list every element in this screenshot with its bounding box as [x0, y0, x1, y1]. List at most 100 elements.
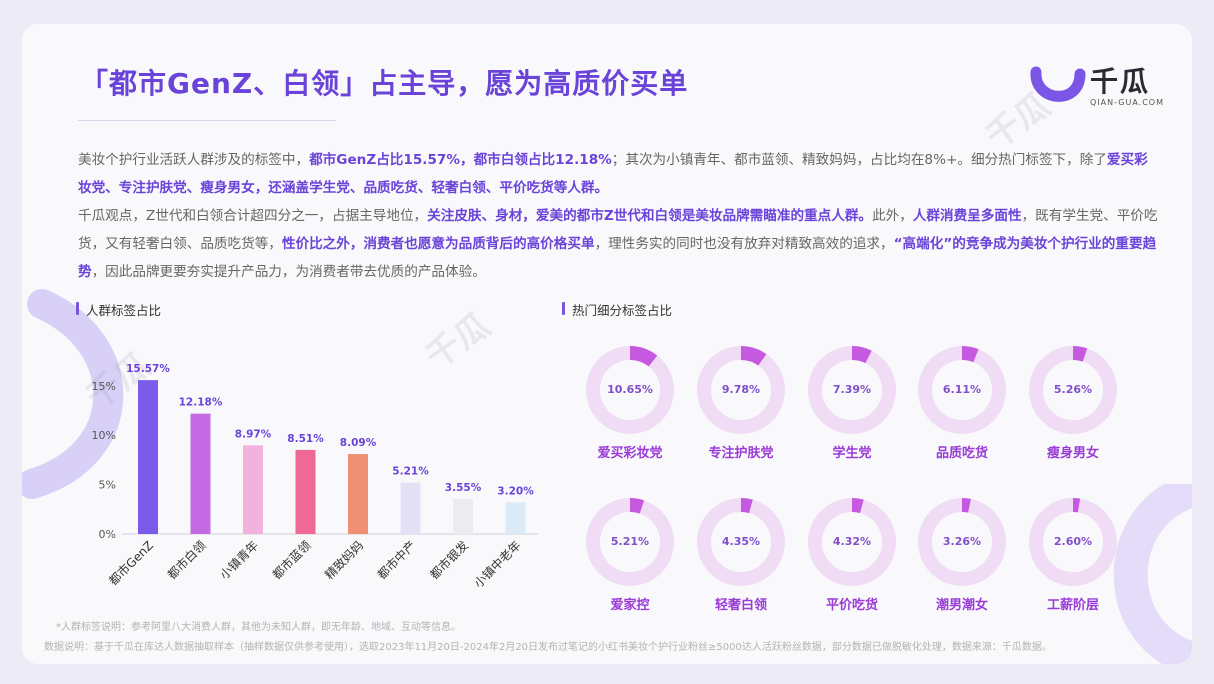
bar-value-label: 5.21% [392, 466, 429, 478]
donut-segment [918, 498, 1006, 586]
donut-value: 3.26% [942, 535, 982, 548]
highlight-text: 都市GenZ占比15.57%，都市白领占比12.18% [309, 152, 612, 168]
category-label: 小镇青年 [217, 538, 261, 582]
donut-ring [586, 498, 674, 586]
donut-label: 轻奢白领 [714, 598, 767, 613]
category-label: 都市中产 [374, 538, 419, 583]
donut-item: 10.65% 爱买彩妆党 [570, 342, 690, 462]
category-label: 精致妈妈 [322, 538, 366, 582]
donut-value: 4.35% [721, 535, 761, 548]
bar [453, 498, 473, 534]
y-tick-label: 0% [99, 528, 116, 541]
donut-label: 专注护肤党 [708, 446, 774, 461]
donut-value: 5.21% [610, 535, 650, 548]
paragraph-summary: 美妆个护行业活跃人群涉及的标签中，都市GenZ占比15.57%，都市白领占比12… [78, 146, 1158, 202]
donut-label: 品质吃货 [935, 446, 988, 461]
donut-item: 4.32% 平价吃货 [792, 494, 912, 614]
bar [400, 482, 421, 534]
donut-segment [697, 498, 785, 586]
donut-value: 7.39% [832, 383, 872, 396]
bar-value-label: 12.18% [179, 397, 223, 409]
donut-ring [918, 498, 1006, 586]
category-label: 都市银发 [427, 538, 472, 583]
y-tick-label: 10% [92, 429, 116, 442]
donut-label: 爱买彩妆党 [597, 446, 663, 461]
bar-value-label: 8.09% [340, 437, 377, 449]
donut-segment [808, 498, 896, 586]
bar-value-label: 3.20% [497, 485, 534, 497]
donut-label: 工薪阶层 [1046, 598, 1099, 613]
highlight-text: 性价比之外，消费者也愿意为品质背后的高价格买单 [281, 236, 595, 252]
y-tick-label: 5% [99, 479, 116, 492]
bar [243, 445, 263, 534]
donut-item: 5.21% 爱家控 [570, 494, 690, 614]
donut-item: 2.60% 工薪阶层 [1013, 494, 1133, 614]
donut-ring [1029, 346, 1117, 434]
donut-value: 6.11% [942, 383, 982, 396]
donut-segment [586, 346, 674, 434]
body-text: 此外， [872, 208, 913, 224]
body-text: ，既有学生党、平价吃货，又有轻奢白领、品质吃货等， [78, 208, 1158, 252]
description-text: 美妆个护行业活跃人群涉及的标签中，都市GenZ占比15.57%，都市白领占比12… [78, 146, 1158, 286]
donut-segment [697, 346, 785, 434]
donut-item: 4.35% 轻奢白领 [681, 494, 801, 614]
paragraph-insight: 千瓜观点，Z世代和白领合计超四分之一，占据主导地位，关注皮肤、身材，爱美的都市Z… [78, 202, 1158, 286]
donut-ring [1029, 498, 1117, 586]
decorative-swoosh-left [22, 289, 124, 499]
donut-ring [808, 346, 896, 434]
bar [138, 380, 158, 534]
donut-item: 6.11% 品质吃货 [902, 342, 1022, 462]
body-text: ；其次为小镇青年、都市蓝领、精致妈妈，占比均在8%+。细分热门标签下，除了 [611, 152, 1107, 168]
donut-label: 潮男潮女 [935, 598, 988, 613]
body-text: ，因此品牌更要夯实提升产品力，为消费者带去优质的产品体验。 [91, 264, 486, 280]
donut-value: 9.78% [721, 383, 761, 396]
donut-item: 9.78% 专注护肤党 [681, 342, 801, 462]
bar [505, 502, 526, 534]
bar [295, 449, 316, 534]
donut-ring [697, 498, 785, 586]
highlight-text: 人群消费呈多面性 [912, 208, 1022, 224]
donut-ring [586, 346, 674, 434]
highlight-text: 爱买彩妆党、专注护肤党、瘦身男女，还涵盖学生党、品质吃货、轻奢白领、平价吃货等人… [78, 152, 1148, 196]
donut-label: 爱家控 [610, 598, 650, 613]
bar-section-title: 人群标签占比 [76, 300, 161, 319]
donut-ring [918, 346, 1006, 434]
report-card: 千瓜 千瓜 千瓜 「都市GenZ、白领」占主导，愿为高质价买单 千瓜 QIAN-… [22, 24, 1192, 664]
donut-value: 10.65% [607, 383, 653, 396]
donut-segment [918, 346, 1006, 434]
donut-segment [808, 346, 896, 434]
category-label: 都市GenZ [106, 538, 157, 589]
donut-segment [586, 498, 674, 586]
bar-value-label: 8.97% [235, 428, 272, 440]
title-divider [78, 120, 336, 121]
donut-item: 5.26% 瘦身男女 [1013, 342, 1133, 462]
donut-value: 2.60% [1053, 535, 1093, 548]
body-text: 千瓜观点，Z世代和白领合计超四分之一，占据主导地位， [78, 208, 428, 224]
donut-value: 4.32% [832, 535, 872, 548]
bar-value-label: 3.55% [445, 482, 482, 494]
body-text: ，理性务实的同时也没有放弃对精致高效的追求， [594, 236, 894, 252]
donut-label: 学生党 [832, 446, 872, 461]
bar [190, 413, 211, 534]
donut-label: 平价吃货 [825, 598, 878, 613]
body-text: 美妆个护行业活跃人群涉及的标签中， [78, 152, 310, 168]
category-label: 小镇中老年 [471, 538, 524, 591]
logo-url: QIAN-GUA.COM [1090, 98, 1165, 107]
highlight-text: “高端化”的竞争成为美妆个护行业的重要趋势 [78, 236, 1157, 280]
category-label: 都市白领 [164, 538, 209, 583]
donut-segment [1029, 498, 1117, 586]
label-footnote: *人群标签说明：参考阿里八大消费人群，其他为未知人群，即无年龄、地域、互动等信息… [56, 622, 461, 633]
bar [348, 454, 368, 534]
donut-item: 3.26% 潮男潮女 [902, 494, 1022, 614]
crowd-tag-bar-chart: 0% 5% 10% 15% 15.57% 都市GenZ 12.18% 都市白领 8.97% 小镇青… [92, 363, 538, 591]
donut-ring [808, 498, 896, 586]
decorative-swoosh-right [1113, 484, 1192, 664]
donut-label: 瘦身男女 [1046, 446, 1099, 461]
bar-value-label: 8.51% [287, 433, 324, 445]
donut-ring [697, 346, 785, 434]
category-label: 都市蓝领 [269, 538, 314, 583]
donut-value: 5.26% [1053, 383, 1093, 396]
highlight-text: 关注皮肤、身材，爱美的都市Z世代和白领是美妆品牌需瞄准的重点人群。 [427, 208, 873, 224]
y-tick-label: 15% [92, 380, 116, 393]
data-footnote: 数据说明：基于千瓜在库达人数据抽取样本（抽样数据仅供参考使用），选取2023年1… [44, 642, 1052, 653]
